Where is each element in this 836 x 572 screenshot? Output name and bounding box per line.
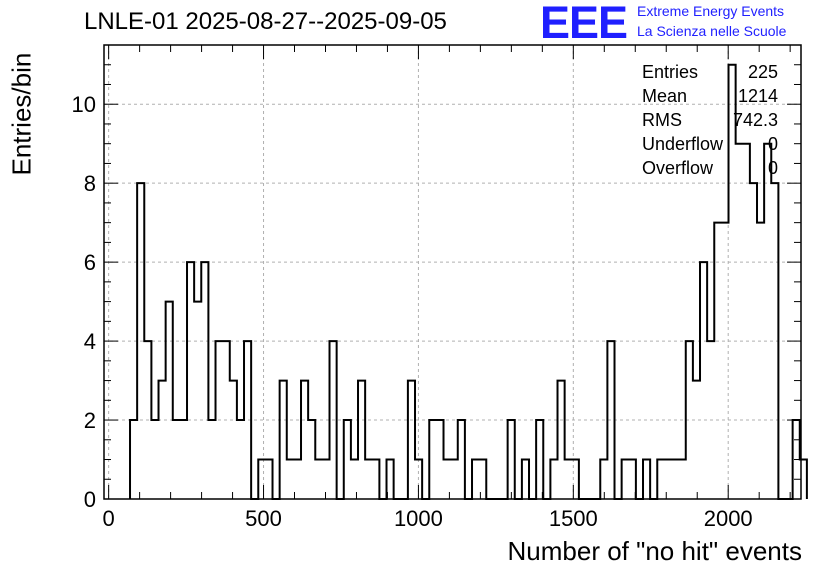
x-tick-label: 500 bbox=[245, 506, 282, 531]
histogram-bin bbox=[265, 460, 272, 499]
histogram-bin bbox=[536, 420, 543, 499]
plot-frame bbox=[103, 44, 802, 500]
histogram-bin bbox=[764, 144, 771, 499]
histogram-bin bbox=[743, 144, 750, 499]
histogram-bin bbox=[472, 460, 479, 499]
x-tick-label: 1000 bbox=[394, 506, 443, 531]
histogram-bin bbox=[151, 420, 158, 499]
histogram-bin bbox=[436, 420, 443, 499]
eee-logo-mark: EEE bbox=[540, 0, 628, 48]
histogram-line bbox=[129, 63, 808, 500]
x-tick-label: 0 bbox=[103, 506, 115, 531]
histogram-bin bbox=[344, 420, 351, 499]
histogram-bin bbox=[679, 460, 686, 499]
y-tick-label: 10 bbox=[72, 92, 96, 117]
histogram-bin bbox=[258, 460, 265, 499]
histogram-bin bbox=[550, 460, 557, 499]
stats-value: 0 bbox=[768, 158, 778, 178]
histogram-bin bbox=[130, 420, 137, 499]
histogram-bin bbox=[664, 460, 671, 499]
histogram-bin bbox=[657, 460, 664, 499]
histogram-bin bbox=[429, 420, 436, 499]
x-tick-label: 2000 bbox=[704, 506, 753, 531]
stats-label: Overflow bbox=[642, 158, 714, 178]
histogram-bin bbox=[180, 420, 187, 499]
x-axis-label: Number of "no hit" events bbox=[507, 536, 803, 566]
stats-value: 0 bbox=[768, 134, 778, 154]
stats-label: RMS bbox=[642, 110, 682, 130]
histogram-bin bbox=[700, 262, 707, 499]
histogram-bin bbox=[358, 381, 365, 499]
stats-box: Entries 225 Mean 1214 RMS 742.3 Underflow 0 Over… bbox=[642, 62, 778, 178]
histogram-bin bbox=[721, 223, 728, 499]
y-tick-label: 0 bbox=[84, 487, 96, 512]
histogram-bin bbox=[287, 460, 294, 499]
histogram-bin bbox=[301, 381, 308, 499]
eee-logo-line1: Extreme Energy Events bbox=[637, 3, 785, 19]
eee-logo-line2: La Scienza nelle Scuole bbox=[637, 23, 787, 39]
histogram-bin bbox=[408, 381, 415, 499]
stats-label: Entries bbox=[642, 62, 698, 82]
histogram-bin bbox=[159, 381, 166, 499]
y-tick-label: 6 bbox=[84, 250, 96, 275]
histogram-bin bbox=[693, 381, 700, 499]
histogram-bin bbox=[714, 223, 721, 499]
x-tick-label: 1500 bbox=[549, 506, 598, 531]
histogram-bin bbox=[166, 302, 173, 499]
histogram-bin bbox=[558, 381, 565, 499]
chart-title: LNLE-01 2025-08-27--2025-09-05 bbox=[84, 8, 447, 35]
stats-label: Mean bbox=[642, 86, 687, 106]
y-tick-label: 8 bbox=[84, 171, 96, 196]
histogram-bin bbox=[372, 460, 379, 499]
histogram-bin bbox=[451, 460, 458, 499]
y-tick-label: 4 bbox=[84, 329, 96, 354]
histogram-bin bbox=[201, 262, 208, 499]
histogram-bin bbox=[565, 460, 572, 499]
histogram-bin bbox=[208, 420, 215, 499]
histogram-bin bbox=[522, 460, 529, 499]
histogram-bin bbox=[458, 420, 465, 499]
histogram-bin bbox=[194, 302, 201, 499]
histogram-bin bbox=[365, 460, 372, 499]
histogram-bin bbox=[672, 460, 679, 499]
histogram-bin bbox=[308, 420, 315, 499]
histogram-bin bbox=[230, 381, 237, 499]
histogram-bin bbox=[508, 420, 515, 499]
histogram-bin bbox=[173, 420, 180, 499]
histogram-bin bbox=[757, 223, 764, 499]
stats-value: 742.3 bbox=[733, 110, 778, 130]
stats-label: Underflow bbox=[642, 134, 724, 154]
histogram-bin bbox=[315, 460, 322, 499]
histogram-bin bbox=[187, 262, 194, 499]
histogram-bin bbox=[736, 144, 743, 499]
stats-value: 1214 bbox=[738, 86, 778, 106]
histogram-bin bbox=[643, 460, 650, 499]
histogram-bin bbox=[237, 420, 244, 499]
y-tick-label: 2 bbox=[84, 408, 96, 433]
histogram-bin bbox=[622, 460, 629, 499]
histogram-bin bbox=[280, 381, 287, 499]
stats-value: 225 bbox=[748, 62, 778, 82]
